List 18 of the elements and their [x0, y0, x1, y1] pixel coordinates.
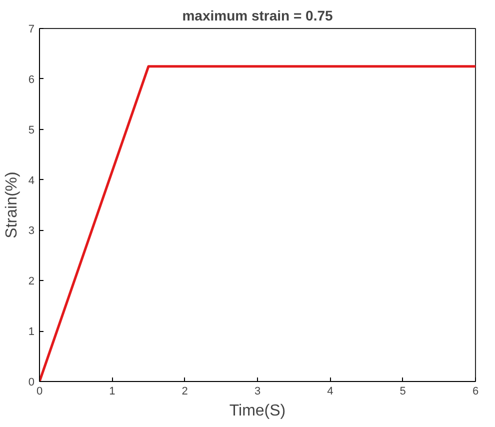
x-tick-label: 1	[109, 386, 116, 398]
x-tick-label: 4	[327, 386, 334, 398]
chart-title: maximum strain = 0.75	[182, 8, 333, 24]
y-axis-title: Strain(%)	[3, 172, 20, 238]
x-tick-label: 2	[182, 386, 188, 398]
x-axis-title: Time(S)	[229, 402, 286, 420]
x-tick-label: 0	[36, 386, 43, 398]
y-tick-label: 4	[28, 174, 35, 187]
x-tick-label: 3	[254, 386, 261, 398]
y-tick-label: 1	[28, 326, 35, 338]
y-tick-label: 7	[28, 24, 35, 36]
y-tick-label: 6	[28, 74, 35, 86]
y-tick-label: 2	[28, 276, 35, 288]
y-tick-label: 3	[28, 225, 35, 238]
x-tick-label: 5	[400, 386, 406, 398]
y-tick-label: 0	[28, 376, 35, 388]
x-tick-label: 6	[472, 386, 479, 398]
y-tick-label: 5	[28, 124, 35, 136]
